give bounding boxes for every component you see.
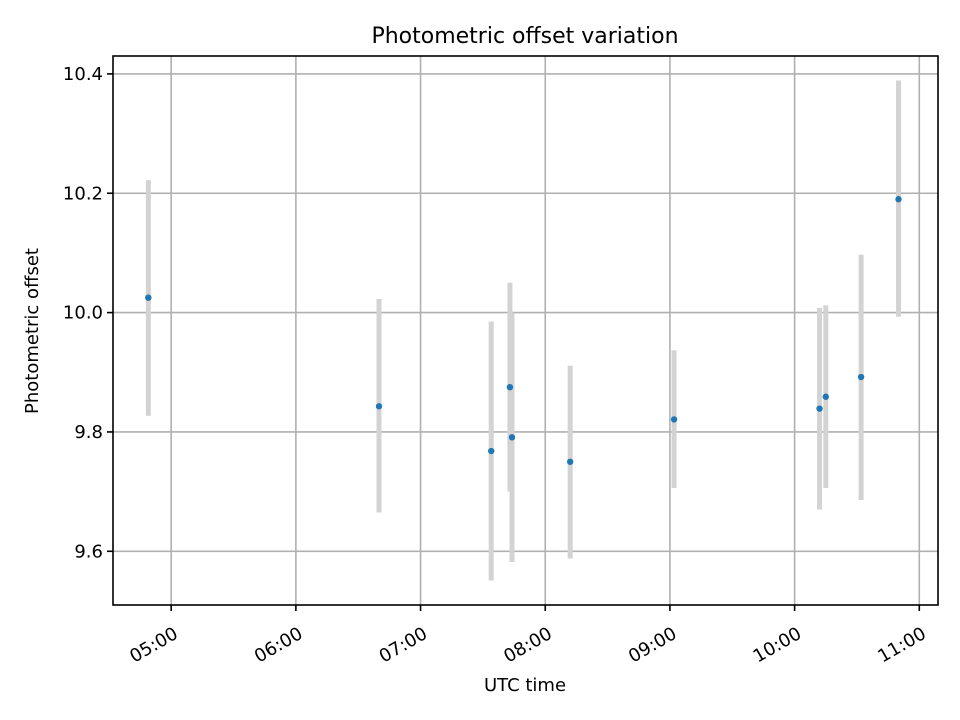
x-tick-label: 07:00: [376, 623, 431, 667]
x-axis-label: UTC time: [484, 675, 566, 696]
chart-title: Photometric offset variation: [371, 24, 678, 49]
data-point: [566, 458, 574, 465]
y-tick-label: 10.4: [63, 64, 103, 85]
data-point: [488, 447, 495, 455]
data-point: [895, 196, 902, 203]
data-point: [508, 434, 516, 441]
y-tick-label: 9.8: [74, 422, 103, 443]
data-point: [822, 393, 829, 400]
data-point: [816, 405, 823, 412]
data-points: [145, 196, 902, 465]
plot-frame: [112, 55, 939, 606]
y-tick-label: 9.6: [74, 541, 103, 562]
axis-ticks: 05:00 06:00 07:00 08:00 09:00 10:00 11:00 9.6 9.…: [63, 64, 930, 667]
y-tick-label: 10.2: [63, 183, 103, 204]
data-point: [670, 416, 678, 423]
data-point: [145, 294, 152, 301]
x-tick-label: 06:00: [251, 623, 306, 667]
x-tick-label: 11:00: [874, 623, 929, 667]
x-tick-label: 05:00: [126, 623, 181, 667]
y-axis-label: Photometric offset: [22, 248, 43, 414]
data-point: [506, 383, 514, 391]
x-tick-label: 10:00: [750, 623, 805, 667]
y-tick-label: 10.0: [63, 303, 103, 324]
grid: [113, 56, 938, 605]
data-point: [857, 373, 865, 381]
data-point: [375, 403, 383, 410]
x-tick-label: 08:00: [500, 623, 555, 667]
error-bars: [145, 80, 902, 581]
x-tick-label: 09:00: [625, 623, 680, 667]
